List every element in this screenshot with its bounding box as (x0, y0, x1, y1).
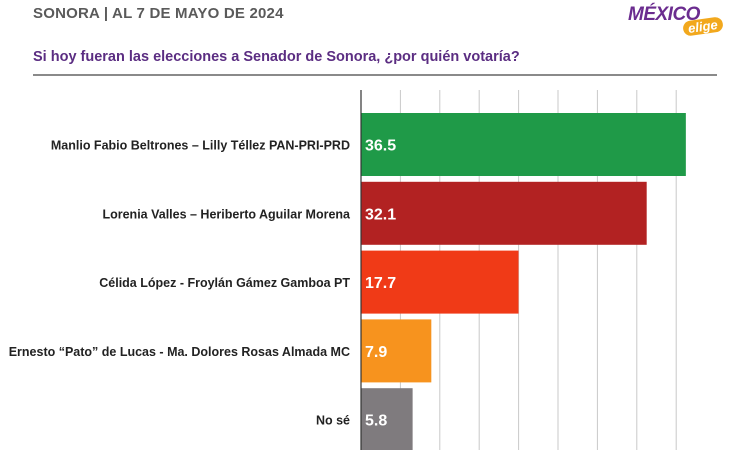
bar (361, 388, 413, 450)
bar-value-label: 36.5 (365, 138, 396, 155)
bar (361, 181, 647, 245)
logo-main-text: MÉXICO (628, 4, 700, 25)
page-header-title: SONORA | AL 7 DE MAYO DE 2024 (33, 5, 284, 22)
category-label: Ernesto “Pato” de Lucas - Ma. Dolores Ro… (9, 345, 350, 359)
mexico-elige-logo: MÉXICO elige (628, 2, 728, 38)
title-divider (33, 74, 717, 76)
bar (361, 113, 686, 176)
category-label: Lorenia Valles – Heriberto Aguilar Moren… (102, 207, 351, 221)
category-label: Manlio Fabio Beltrones – Lilly Téllez PA… (51, 139, 350, 153)
bar-value-label: 32.1 (365, 206, 396, 223)
bar-value-label: 5.8 (365, 413, 387, 430)
category-label: No sé (316, 414, 350, 428)
bar (361, 319, 432, 383)
chart-title: Si hoy fueran las elecciones a Senador d… (33, 49, 520, 65)
bar (361, 250, 519, 314)
bar-value-label: 17.7 (365, 275, 396, 292)
category-label: Célida López - Froylán Gámez Gamboa PT (99, 276, 350, 290)
bar-value-label: 7.9 (365, 344, 387, 361)
